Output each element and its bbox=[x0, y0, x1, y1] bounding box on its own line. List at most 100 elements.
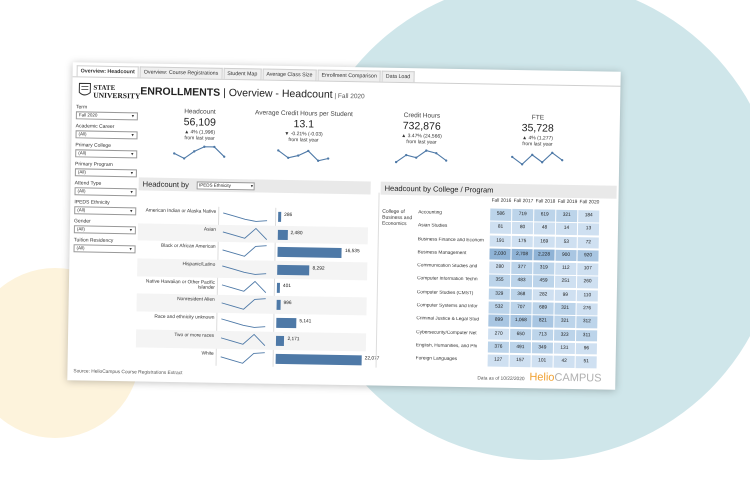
headcount-bar[interactable] bbox=[276, 300, 281, 311]
table-cell[interactable]: 900 bbox=[555, 249, 577, 262]
headcount-bar[interactable] bbox=[275, 335, 285, 346]
table-cell[interactable]: 491 bbox=[509, 341, 531, 354]
table-cell[interactable]: 1,068 bbox=[510, 315, 532, 328]
filter-select[interactable]: Fall 2020 ▼ bbox=[75, 111, 138, 121]
table-cell[interactable]: 920 bbox=[577, 249, 599, 262]
table-cell[interactable]: 899 bbox=[488, 314, 510, 327]
table-cell[interactable]: 355 bbox=[488, 275, 511, 287]
table-cell[interactable]: 112 bbox=[555, 262, 577, 275]
table-cell[interactable]: 191 bbox=[489, 235, 511, 248]
headcount-bar[interactable] bbox=[276, 317, 297, 329]
filter-select[interactable]: (All) ▼ bbox=[74, 206, 137, 216]
table-cell[interactable]: 719 bbox=[512, 208, 534, 221]
table-cell[interactable]: 184 bbox=[578, 210, 600, 222]
table-cell[interactable]: 619 bbox=[534, 209, 556, 222]
table-cell[interactable]: 157 bbox=[509, 355, 531, 368]
tab-5[interactable]: Data Load bbox=[381, 70, 415, 83]
table-cell[interactable]: 368 bbox=[510, 288, 532, 301]
table-cell[interactable]: 282 bbox=[532, 289, 554, 301]
program-label: Computer Information Techn bbox=[417, 276, 478, 283]
table-cell[interactable]: 99 bbox=[554, 289, 576, 302]
table-cell[interactable]: 650 bbox=[510, 328, 532, 341]
table-cell[interactable]: 175 bbox=[511, 235, 533, 248]
table-cell[interactable]: 312 bbox=[576, 316, 598, 329]
dimension-dropdown[interactable]: IPEDS Ethnicity ▾ bbox=[197, 181, 256, 191]
table-cell[interactable]: 323 bbox=[554, 329, 576, 342]
table-cell[interactable]: 13 bbox=[577, 223, 600, 236]
chevron-down-icon: ▼ bbox=[130, 151, 135, 157]
table-cell[interactable]: 2,030 bbox=[489, 248, 511, 261]
year-header: Fall 2018 bbox=[535, 199, 556, 205]
headcount-row[interactable]: Black or African American 16,535 bbox=[137, 241, 367, 263]
table-cell[interactable]: 107 bbox=[577, 263, 599, 276]
headcount-bar[interactable] bbox=[277, 247, 343, 259]
filter-select[interactable]: (All) ▼ bbox=[75, 149, 138, 159]
headcount-bar[interactable] bbox=[275, 353, 362, 365]
seal-icon bbox=[78, 82, 91, 96]
headcount-row[interactable]: Hispanic/Latino 8,292 bbox=[137, 258, 368, 281]
table-cell[interactable]: 53 bbox=[555, 236, 577, 249]
table-cell[interactable]: 349 bbox=[531, 342, 553, 355]
table-cell[interactable]: 586 bbox=[490, 208, 512, 221]
filter-select[interactable]: (All) ▼ bbox=[73, 244, 136, 254]
table-cell[interactable]: 81 bbox=[489, 221, 512, 234]
filter-6: Gender (All) ▼ bbox=[73, 218, 136, 235]
brand-part-a: Helio bbox=[529, 371, 555, 384]
filter-select[interactable]: (All) ▼ bbox=[75, 130, 138, 140]
headcount-row[interactable]: White 22,077 bbox=[136, 347, 379, 369]
table-cell[interactable]: 280 bbox=[489, 261, 511, 274]
table-cell[interactable]: 321 bbox=[554, 316, 576, 328]
headcount-row[interactable]: Nonresident Alien 996 bbox=[136, 293, 367, 316]
table-cell[interactable]: 110 bbox=[576, 289, 598, 302]
headcount-bar[interactable] bbox=[278, 211, 282, 222]
table-cell[interactable]: 707 bbox=[510, 301, 532, 314]
table-cell[interactable]: 713 bbox=[532, 328, 554, 341]
filter-panel: Term Fall 2020 ▼ Academic Career (All) ▼ Prima… bbox=[73, 104, 138, 257]
table-cell[interactable]: 96 bbox=[575, 343, 597, 355]
table-cell[interactable]: 276 bbox=[576, 303, 598, 316]
table-cell[interactable]: 329 bbox=[488, 288, 510, 301]
table-cell[interactable]: 311 bbox=[576, 329, 598, 342]
table-cell[interactable]: 270 bbox=[488, 328, 510, 341]
page-title: ENROLLMENTS | Overview - Headcount | Fal… bbox=[140, 85, 365, 101]
table-cell[interactable]: 51 bbox=[575, 356, 597, 369]
table-cell[interactable]: 821 bbox=[532, 315, 554, 328]
table-cell[interactable]: 169 bbox=[533, 235, 555, 248]
table-cell[interactable]: 483 bbox=[510, 275, 533, 288]
table-cell[interactable]: 2,228 bbox=[533, 249, 555, 262]
headcount-row[interactable]: Native Hawaiian or Other Pacific Islande… bbox=[137, 276, 367, 298]
tab-2[interactable]: Student Map bbox=[223, 67, 262, 80]
table-cell[interactable]: 80 bbox=[511, 222, 534, 235]
headcount-row[interactable]: Race and ethnicity unknown 5,141 bbox=[136, 312, 366, 334]
table-cell[interactable]: 127 bbox=[487, 354, 509, 367]
table-cell[interactable]: 260 bbox=[576, 276, 599, 289]
table-cell[interactable]: 42 bbox=[553, 355, 575, 368]
table-cell[interactable]: 14 bbox=[555, 222, 578, 235]
bar-value-label: 2,171 bbox=[287, 336, 300, 343]
headcount-bar[interactable] bbox=[277, 264, 310, 276]
table-cell[interactable]: 459 bbox=[532, 275, 555, 288]
table-cell[interactable]: 48 bbox=[533, 222, 556, 235]
table-cell[interactable]: 321 bbox=[554, 302, 576, 315]
headcount-by-title: Headcount by bbox=[142, 179, 190, 190]
filter-select[interactable]: (All) ▼ bbox=[74, 168, 137, 178]
table-cell[interactable]: 532 bbox=[488, 301, 510, 314]
table-cell[interactable]: 377 bbox=[511, 262, 533, 274]
filter-select[interactable]: (All) ▼ bbox=[74, 187, 137, 197]
row-trend-line bbox=[221, 298, 266, 311]
table-cell[interactable]: 319 bbox=[533, 262, 555, 275]
table-cell[interactable]: 689 bbox=[532, 302, 554, 315]
headcount-bar[interactable] bbox=[277, 229, 288, 240]
table-cell[interactable]: 72 bbox=[577, 236, 599, 249]
table-cell[interactable]: 376 bbox=[487, 341, 510, 354]
headcount-row[interactable]: Two or more races 2,171 bbox=[135, 329, 367, 351]
table-cell[interactable]: 251 bbox=[554, 276, 577, 289]
headcount-bar[interactable] bbox=[276, 282, 281, 293]
table-cell[interactable]: 101 bbox=[531, 355, 553, 368]
table-cell[interactable]: 2,708 bbox=[511, 248, 533, 261]
headcount-row[interactable]: American Indian or Alaska Native 286 bbox=[138, 205, 368, 227]
table-cell[interactable]: 321 bbox=[556, 209, 578, 222]
table-cell[interactable]: 131 bbox=[553, 342, 575, 355]
filter-select[interactable]: (All) ▼ bbox=[73, 225, 136, 235]
headcount-row[interactable]: Asian 2,480 bbox=[137, 223, 368, 245]
